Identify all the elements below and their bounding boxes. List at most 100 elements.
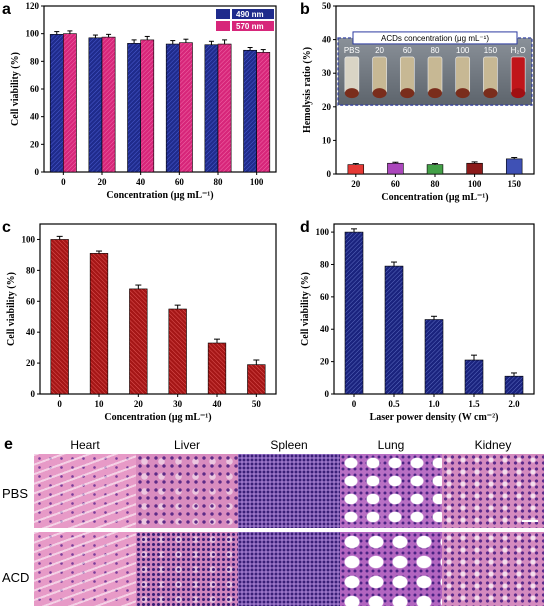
y-tick-label: 80 bbox=[30, 56, 40, 66]
x-tick-label: 0 bbox=[61, 177, 66, 187]
tube bbox=[372, 56, 387, 94]
bar bbox=[384, 265, 404, 395]
bar bbox=[466, 162, 483, 175]
bar-570-nm bbox=[101, 36, 116, 173]
row-label-pbs: PBS bbox=[2, 486, 29, 501]
y-axis-label: Hemolysis ratio (%) bbox=[302, 47, 313, 133]
legend-box bbox=[232, 9, 274, 19]
tube-pellet bbox=[428, 88, 442, 99]
panel-letter-d: d bbox=[300, 219, 310, 236]
tube-pellet bbox=[344, 88, 359, 99]
inset-title: ACDs concentration (μg mL⁻¹) bbox=[381, 34, 489, 43]
col-label-kidney: Kidney bbox=[474, 438, 512, 452]
col-label-heart: Heart bbox=[70, 438, 100, 452]
y-tick-label: 0 bbox=[35, 167, 40, 177]
col-label-spleen: Spleen bbox=[270, 438, 308, 452]
tissue-image-pbs-kidney bbox=[442, 454, 544, 528]
tube-label: 60 bbox=[403, 46, 412, 55]
y-tick-label: 50 bbox=[322, 1, 332, 11]
bar-490-nm bbox=[127, 43, 141, 173]
tissue-image-acd-kidney bbox=[442, 532, 544, 606]
bar bbox=[464, 359, 484, 395]
y-tick-label: 20 bbox=[30, 139, 40, 149]
tube-pellet bbox=[455, 88, 470, 99]
x-tick-label: 10 bbox=[95, 399, 105, 409]
bar-490-nm bbox=[165, 43, 180, 173]
bar bbox=[505, 158, 523, 175]
tube-pellet bbox=[400, 88, 415, 99]
y-axis-label: Cell viability (%) bbox=[10, 52, 21, 126]
x-tick-label: 1.0 bbox=[428, 399, 440, 409]
tube-label: 20 bbox=[375, 46, 384, 55]
tube bbox=[483, 56, 498, 94]
legend-label: 490 nm bbox=[236, 10, 264, 19]
bar-570-nm bbox=[179, 42, 193, 173]
y-tick-label: 120 bbox=[26, 1, 40, 11]
x-tick-label: 20 bbox=[98, 177, 108, 187]
y-axis-label: Cell viability (%) bbox=[6, 272, 17, 346]
y-tick-label: 20 bbox=[26, 358, 36, 368]
chart-d: 0 20 40 60 80 100 Cell viability (%) Laser powe… bbox=[300, 223, 535, 423]
bar-570-nm bbox=[217, 43, 232, 173]
x-tick-label: 80 bbox=[431, 179, 441, 189]
bar bbox=[89, 253, 109, 395]
tube-pellet bbox=[483, 88, 498, 99]
x-tick-label: 20 bbox=[351, 179, 361, 189]
bar bbox=[504, 375, 524, 395]
tube-label: PBS bbox=[344, 46, 360, 55]
y-tick-label: 60 bbox=[320, 292, 330, 302]
y-tick-label: 0 bbox=[325, 389, 330, 399]
y-tick-label: 60 bbox=[30, 84, 40, 94]
bar-490-nm bbox=[243, 49, 257, 173]
tissue-image-acd-spleen bbox=[238, 532, 340, 606]
tube-label: 150 bbox=[484, 46, 498, 55]
y-tick-label: 0 bbox=[327, 169, 332, 179]
tube bbox=[510, 56, 526, 94]
col-label-lung: Lung bbox=[377, 438, 405, 452]
tube bbox=[427, 56, 443, 94]
tube-label: 80 bbox=[431, 46, 440, 55]
tube bbox=[344, 56, 360, 94]
x-tick-label: 100 bbox=[468, 179, 482, 189]
inset-title-box bbox=[352, 31, 518, 45]
x-tick-label: 40 bbox=[213, 399, 223, 409]
bar bbox=[207, 342, 227, 395]
plot-frame bbox=[39, 223, 277, 395]
x-tick-label: 80 bbox=[214, 177, 224, 187]
tube bbox=[455, 56, 471, 94]
bar bbox=[424, 319, 444, 395]
y-tick-label: 40 bbox=[26, 327, 36, 337]
y-tick-label: 100 bbox=[26, 29, 40, 39]
bar bbox=[387, 162, 404, 175]
tube bbox=[399, 56, 415, 94]
bar bbox=[344, 231, 364, 395]
tube-label: 100 bbox=[456, 46, 470, 55]
bar bbox=[426, 164, 444, 175]
tissue-image-acd-liver bbox=[136, 532, 238, 606]
y-tick-label: 80 bbox=[26, 265, 36, 275]
tissue-image-pbs-liver bbox=[136, 454, 238, 528]
x-tick-label: 2.0 bbox=[508, 399, 520, 409]
tissue-image-acd-heart bbox=[34, 532, 136, 606]
x-tick-label: 60 bbox=[175, 177, 185, 187]
x-tick-label: 20 bbox=[134, 399, 144, 409]
row-label-acd: ACD bbox=[2, 570, 30, 585]
x-tick-label: 150 bbox=[507, 179, 521, 189]
bar-570-nm bbox=[140, 39, 155, 173]
bar bbox=[247, 364, 266, 395]
y-tick-label: 40 bbox=[320, 324, 330, 334]
x-tick-label: 0 bbox=[57, 399, 62, 409]
y-tick-label: 100 bbox=[316, 227, 330, 237]
tissue-image-pbs-spleen bbox=[238, 454, 340, 528]
panel-letter-a: a bbox=[2, 1, 11, 18]
x-axis-label: Concentration (μg mL⁻¹) bbox=[381, 192, 488, 203]
x-tick-label: 0.5 bbox=[388, 399, 400, 409]
y-tick-label: 0 bbox=[31, 389, 36, 399]
bar-570-nm bbox=[63, 33, 77, 173]
legend-swatch bbox=[216, 21, 230, 31]
panel-letter-b: b bbox=[300, 1, 310, 18]
x-tick-label: 60 bbox=[391, 179, 401, 189]
bar bbox=[168, 308, 187, 395]
x-tick-label: 40 bbox=[136, 177, 146, 187]
